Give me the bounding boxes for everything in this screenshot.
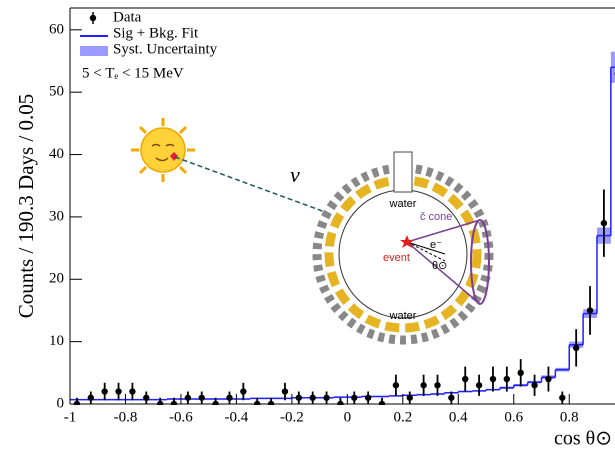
chimney	[394, 152, 412, 192]
data-point	[504, 376, 510, 382]
data-point	[476, 382, 482, 388]
x-tick-label: -1	[64, 409, 77, 425]
x-tick-label: 0.2	[393, 409, 412, 425]
data-point	[296, 395, 302, 401]
water-label: water	[389, 198, 417, 210]
water-label: water	[389, 310, 417, 322]
y-tick-label: 60	[49, 21, 64, 37]
y-tick-label: 40	[49, 146, 64, 162]
data-point	[393, 382, 399, 388]
legend-syst-box	[80, 46, 108, 56]
event-label: event	[383, 252, 410, 264]
annotation: 5 < Tₑ < 15 MeV	[82, 65, 184, 81]
data-point	[88, 395, 94, 401]
x-tick-label: -0.8	[114, 409, 138, 425]
y-tick-label: 0	[57, 395, 65, 411]
x-tick-label: 0.6	[504, 409, 523, 425]
data-point	[240, 388, 246, 394]
chart: Counts / 190.3 Days / 0.05 cos θ⊙ Data S…	[0, 0, 615, 453]
legend: Data Sig + Bkg. Fit Syst. Uncertainty 5 …	[80, 9, 218, 81]
data-point	[448, 395, 454, 401]
data-point	[545, 376, 551, 382]
data-point	[282, 388, 288, 394]
electron-label: e⁻	[430, 239, 442, 251]
data-point	[490, 376, 496, 382]
legend-label: Sig + Bkg. Fit	[113, 25, 199, 41]
x-tick-label: 0.4	[449, 409, 468, 425]
x-tick-label: -0.2	[280, 409, 304, 425]
x-axis-label: cos θ⊙	[554, 428, 612, 450]
y-tick-label: 20	[49, 271, 64, 287]
x-tick-label: -0.6	[169, 409, 193, 425]
sun	[131, 118, 195, 182]
page: {"chart_data": { "type": "scatter", "y_l…	[0, 0, 615, 453]
data-point	[420, 382, 426, 388]
y-tick-label: 50	[49, 84, 64, 100]
y-axis-label: Counts / 190.3 Days / 0.05	[14, 94, 38, 319]
cone-label: č cone	[420, 211, 452, 223]
legend-label: Syst. Uncertainty	[113, 41, 218, 57]
inset-diagram: ν water water č cone e⁻ θ⊙ event	[131, 118, 489, 340]
data-point	[531, 382, 537, 388]
data-point	[226, 395, 232, 401]
data-point	[462, 376, 468, 382]
data-point	[323, 395, 329, 401]
data-point	[185, 395, 191, 401]
x-tick-label: 0.8	[560, 409, 579, 425]
angle-label: θ⊙	[432, 260, 447, 272]
data-point	[601, 220, 607, 226]
data-point	[517, 370, 523, 376]
legend-label: Data	[113, 9, 142, 25]
data-point	[129, 388, 135, 394]
x-tick-label: 0	[344, 409, 352, 425]
data-point	[365, 395, 371, 401]
legend-data-marker	[90, 15, 96, 21]
data-point	[587, 307, 593, 313]
y-tick-label: 10	[49, 333, 64, 349]
data-point	[199, 395, 205, 401]
data-point	[351, 395, 357, 401]
y-tick-label: 30	[49, 208, 64, 224]
data-point	[115, 388, 121, 394]
data-point	[143, 395, 149, 401]
data-point	[573, 345, 579, 351]
data-point	[434, 382, 440, 388]
data-point	[407, 395, 413, 401]
x-tick-label: -0.4	[225, 409, 249, 425]
data-point	[101, 388, 107, 394]
nu-label: ν	[290, 162, 300, 187]
data-point	[309, 395, 315, 401]
data-point	[559, 395, 565, 401]
